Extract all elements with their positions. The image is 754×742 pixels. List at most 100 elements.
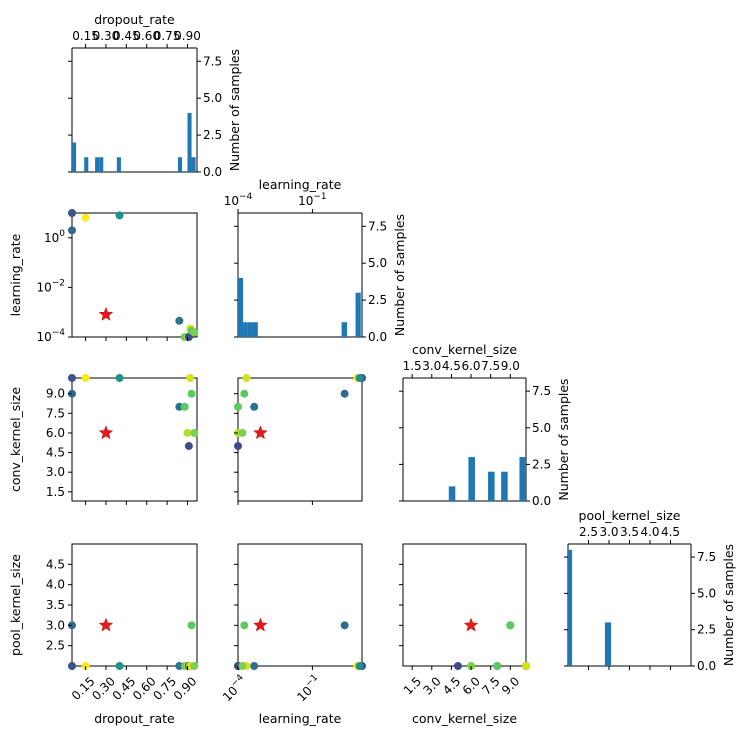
ytick-label-pks-dr-3: 4.0 [46, 578, 65, 592]
xtick-top-label-dr-dr-2: 0.45 [113, 29, 140, 43]
point-cks-lr-8 [242, 374, 251, 382]
point-lr-dr-10 [190, 328, 199, 337]
point-cks-dr-2 [81, 374, 90, 382]
ytick-label-lr-lr-2: 5.0 [368, 256, 387, 270]
ytick-label-dr-dr-2: 5.0 [203, 91, 222, 105]
hist-bar-lr-0 [238, 277, 244, 337]
hist-ylabel-lr: Number of samples [392, 214, 407, 336]
xtick-top-label-cks-cks-0: 1.5 [403, 359, 422, 373]
point-pks-cks-5 [493, 662, 502, 670]
xtick-top-label-pks-pks-0: 2.5 [579, 525, 598, 539]
frame-pks-cks [402, 543, 527, 667]
ytick-label-pks-dr-2: 3.5 [46, 598, 65, 612]
xtick-label-pks-cks-2: 4.5 [440, 674, 463, 697]
hist-ylabel-dr: Number of samples [227, 49, 242, 171]
point-cks-dr-8 [186, 374, 195, 382]
point-pks-dr-1 [68, 662, 76, 670]
point-pks-lr-10 [238, 662, 247, 670]
hist-bar-dr-7 [191, 157, 196, 172]
hist-title-pks: pool_kernel_size [579, 508, 681, 523]
hist-bar-pks-0 [568, 549, 573, 666]
xtick-top-label-pks-pks-4: 4.5 [661, 525, 680, 539]
point-cks-lr-3 [355, 374, 364, 382]
point-pks-cks-8 [522, 662, 530, 670]
xtick-label-pks-lr-1: 10−1 [293, 673, 325, 705]
ytick-label-cks-dr-0: 1.5 [46, 485, 65, 499]
hist-bar-pks-1 [604, 622, 612, 666]
ytick-label-lr-dr-2: 100 [44, 229, 65, 245]
ylabel-cks: conv_kernel_size [8, 387, 23, 492]
xtick-label-pks-cks-4: 7.5 [479, 674, 502, 697]
hist-ylabel-cks: Number of samples [556, 378, 571, 500]
hist-bar-lr-4 [341, 322, 348, 337]
point-lr-dr-7 [184, 333, 193, 341]
point-pks-dr-10 [190, 662, 199, 670]
point-pks-cks-7 [453, 662, 462, 670]
xtick-top-label-dr-dr-1: 0.30 [93, 29, 120, 43]
point-cks-dr-1 [68, 374, 76, 382]
point-cks-lr-7 [234, 442, 242, 451]
point-cks-lr-5 [234, 402, 242, 411]
hist-bar-lr-5 [355, 292, 361, 337]
point-lr-dr-4 [175, 316, 184, 325]
best-star-lr-dr [98, 306, 114, 321]
frame-cks-lr [237, 377, 363, 502]
ytick-label-lr-lr-1: 2.5 [368, 293, 387, 307]
xtick-label-pks-cks-0: 1.5 [401, 674, 424, 697]
xtick-top-label-lr-lr-0: 10−4 [224, 192, 253, 208]
best-star-cks-lr [253, 425, 268, 440]
frame-pks-lr [237, 543, 363, 667]
axis-labels: 0.02.55.07.50.150.300.450.600.750.90drop… [8, 12, 736, 726]
ytick-label-lr-dr-1: 10−2 [36, 278, 65, 294]
point-cks-lr-9 [240, 389, 249, 398]
xtick-top-label-dr-dr-0: 0.15 [72, 29, 99, 43]
hist-bar-dr-6 [187, 112, 192, 172]
point-cks-dr-5 [180, 402, 189, 411]
hist-bar-cks-0 [448, 486, 456, 501]
ytick-label-pks-dr-1: 3.0 [46, 618, 65, 632]
hist-title-dr: dropout_rate [94, 12, 175, 27]
hist-bar-cks-1 [468, 457, 475, 501]
ytick-label-cks-dr-5: 9.0 [46, 387, 65, 401]
chart-marks [68, 112, 612, 670]
ytick-label-lr-dr-0: 10−4 [36, 328, 65, 344]
point-cks-dr-10 [190, 428, 199, 437]
xtick-top-label-dr-dr-4: 0.75 [154, 29, 181, 43]
point-cks-dr-7 [184, 442, 193, 451]
best-star-pks-lr [253, 617, 268, 632]
xtick-top-label-lr-lr-1: 10−1 [298, 192, 327, 208]
point-cks-lr-10 [238, 428, 247, 437]
point-pks-dr-9 [187, 621, 196, 630]
xtick-label-pks-cks-5: 9.0 [499, 674, 522, 697]
hist-bar-lr-3 [252, 322, 258, 337]
point-pks-lr-0 [340, 621, 349, 630]
frame-pks-dr [71, 543, 198, 667]
ytick-label-cks-dr-3: 6.0 [46, 426, 65, 440]
xtick-top-label-cks-cks-3: 6.0 [461, 359, 480, 373]
hist-bar-lr-2 [247, 322, 253, 337]
xtick-label-pks-cks-3: 6.0 [460, 674, 483, 697]
hist-bar-dr-0 [72, 142, 77, 172]
xtick-top-label-cks-cks-2: 4.5 [442, 359, 461, 373]
panel-frames [71, 47, 692, 667]
hist-bar-lr-1 [243, 322, 248, 337]
ytick-label-pks-pks-2: 5.0 [697, 586, 716, 600]
point-pks-lr-9 [240, 621, 249, 630]
ytick-label-lr-lr-3: 7.5 [368, 219, 387, 233]
point-lr-dr-2 [81, 213, 90, 222]
ytick-label-cks-dr-4: 7.5 [46, 406, 65, 420]
point-cks-lr-0 [340, 389, 349, 398]
best-star-pks-cks [463, 617, 479, 632]
hist-bar-dr-5 [177, 157, 183, 172]
point-pks-lr-4 [250, 662, 259, 670]
ytick-label-dr-dr-0: 0.0 [203, 165, 222, 179]
ytick-label-dr-dr-1: 2.5 [203, 128, 222, 142]
frame-cks-dr [71, 377, 198, 502]
best-star-cks-dr [98, 425, 114, 440]
ytick-label-lr-lr-0: 0.0 [368, 330, 387, 344]
axis-ticks [68, 44, 695, 670]
hist-ylabel-pks: Number of samples [721, 544, 736, 666]
hist-bar-cks-3 [501, 471, 508, 501]
point-lr-dr-0 [68, 226, 76, 235]
